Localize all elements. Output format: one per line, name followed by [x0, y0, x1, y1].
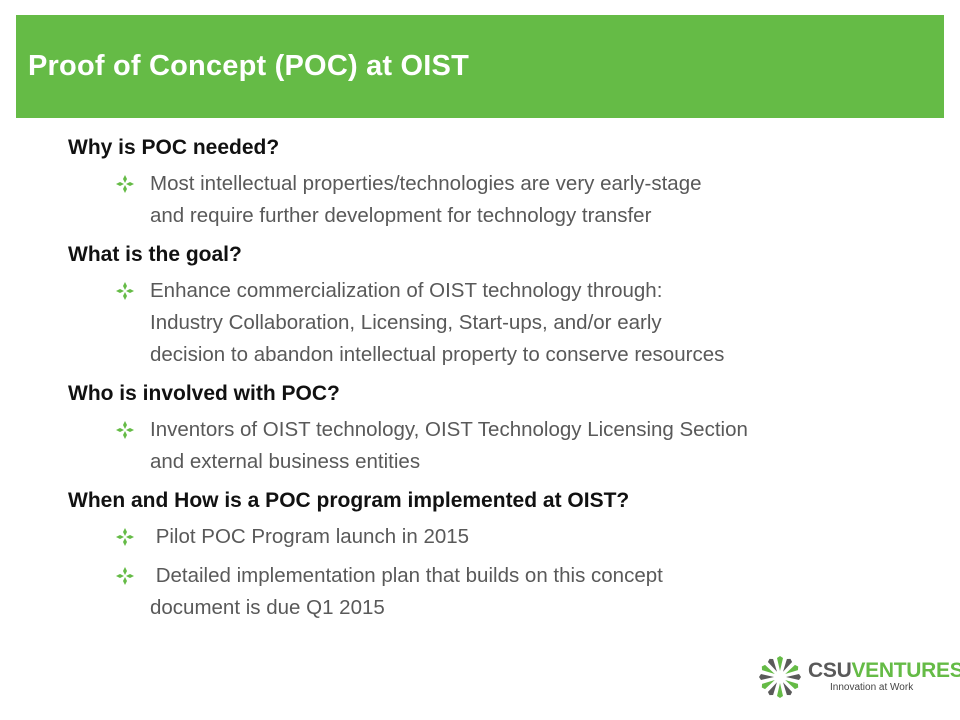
bullet-list: Pilot POC Program launch in 2015 Detaile…	[68, 521, 928, 624]
bullet-item: Most intellectual properties/technologie…	[116, 168, 928, 232]
bullet-item: Inventors of OIST technology, OIST Techn…	[116, 414, 928, 478]
title-bar: Proof of Concept (POC) at OIST	[16, 15, 944, 118]
logo-tagline: Innovation at Work	[830, 682, 914, 693]
bullet-text: Most intellectual properties/technologie…	[150, 168, 928, 232]
bullet-text: Enhance commercialization of OIST techno…	[150, 275, 928, 371]
bullet-line: Detailed implementation plan that builds…	[150, 564, 663, 587]
logo-ventures: VENTURES	[851, 659, 960, 682]
bullet-line: Most intellectual properties/technologie…	[150, 172, 702, 195]
bullet-text: Inventors of OIST technology, OIST Techn…	[150, 414, 928, 478]
bullet-item: Detailed implementation plan that builds…	[116, 560, 928, 624]
bullet-text: Detailed implementation plan that builds…	[150, 560, 928, 624]
section-question: When and How is a POC program implemente…	[68, 489, 630, 512]
slide-title: Proof of Concept (POC) at OIST	[28, 50, 469, 82]
bullet-list: Enhance commercialization of OIST techno…	[68, 275, 928, 371]
diamond-star-bullet-icon	[116, 168, 150, 200]
bullet-line: document is due Q1 2015	[150, 596, 385, 619]
bullet-item: Pilot POC Program launch in 2015	[116, 521, 928, 553]
diamond-star-bullet-icon	[116, 521, 150, 553]
bullet-line: decision to abandon intellectual propert…	[150, 343, 725, 366]
section-question: Who is involved with POC?	[68, 382, 340, 405]
bullet-list: Inventors of OIST technology, OIST Techn…	[68, 414, 928, 478]
bullet-list: Most intellectual properties/technologie…	[68, 168, 928, 232]
slide-content: Why is POC needed? Most intellectual prop…	[68, 132, 928, 631]
bullet-line: and external business entities	[150, 450, 421, 473]
bullet-line: Enhance commercialization of OIST techno…	[150, 279, 663, 302]
bullet-line: Industry Collaboration, Licensing, Start…	[150, 311, 662, 334]
logo-csu: CSU	[808, 659, 852, 682]
bullet-item: Enhance commercialization of OIST techno…	[116, 275, 928, 371]
bullet-line: Pilot POC Program launch in 2015	[150, 525, 470, 548]
bullet-line: Inventors of OIST technology, OIST Techn…	[150, 418, 748, 441]
logo-wordmark: CSUVENTURES	[808, 660, 960, 682]
starburst-logo-icon	[759, 656, 801, 698]
section-question: Why is POC needed?	[68, 136, 280, 159]
diamond-star-bullet-icon	[116, 560, 150, 592]
bullet-line: and require further development for tech…	[150, 204, 652, 227]
diamond-star-bullet-icon	[116, 275, 150, 307]
bullet-text: Pilot POC Program launch in 2015	[150, 521, 928, 553]
diamond-star-bullet-icon	[116, 414, 150, 446]
csu-ventures-logo: CSUVENTURES Innovation at Work	[758, 652, 960, 702]
section-question: What is the goal?	[68, 243, 242, 266]
